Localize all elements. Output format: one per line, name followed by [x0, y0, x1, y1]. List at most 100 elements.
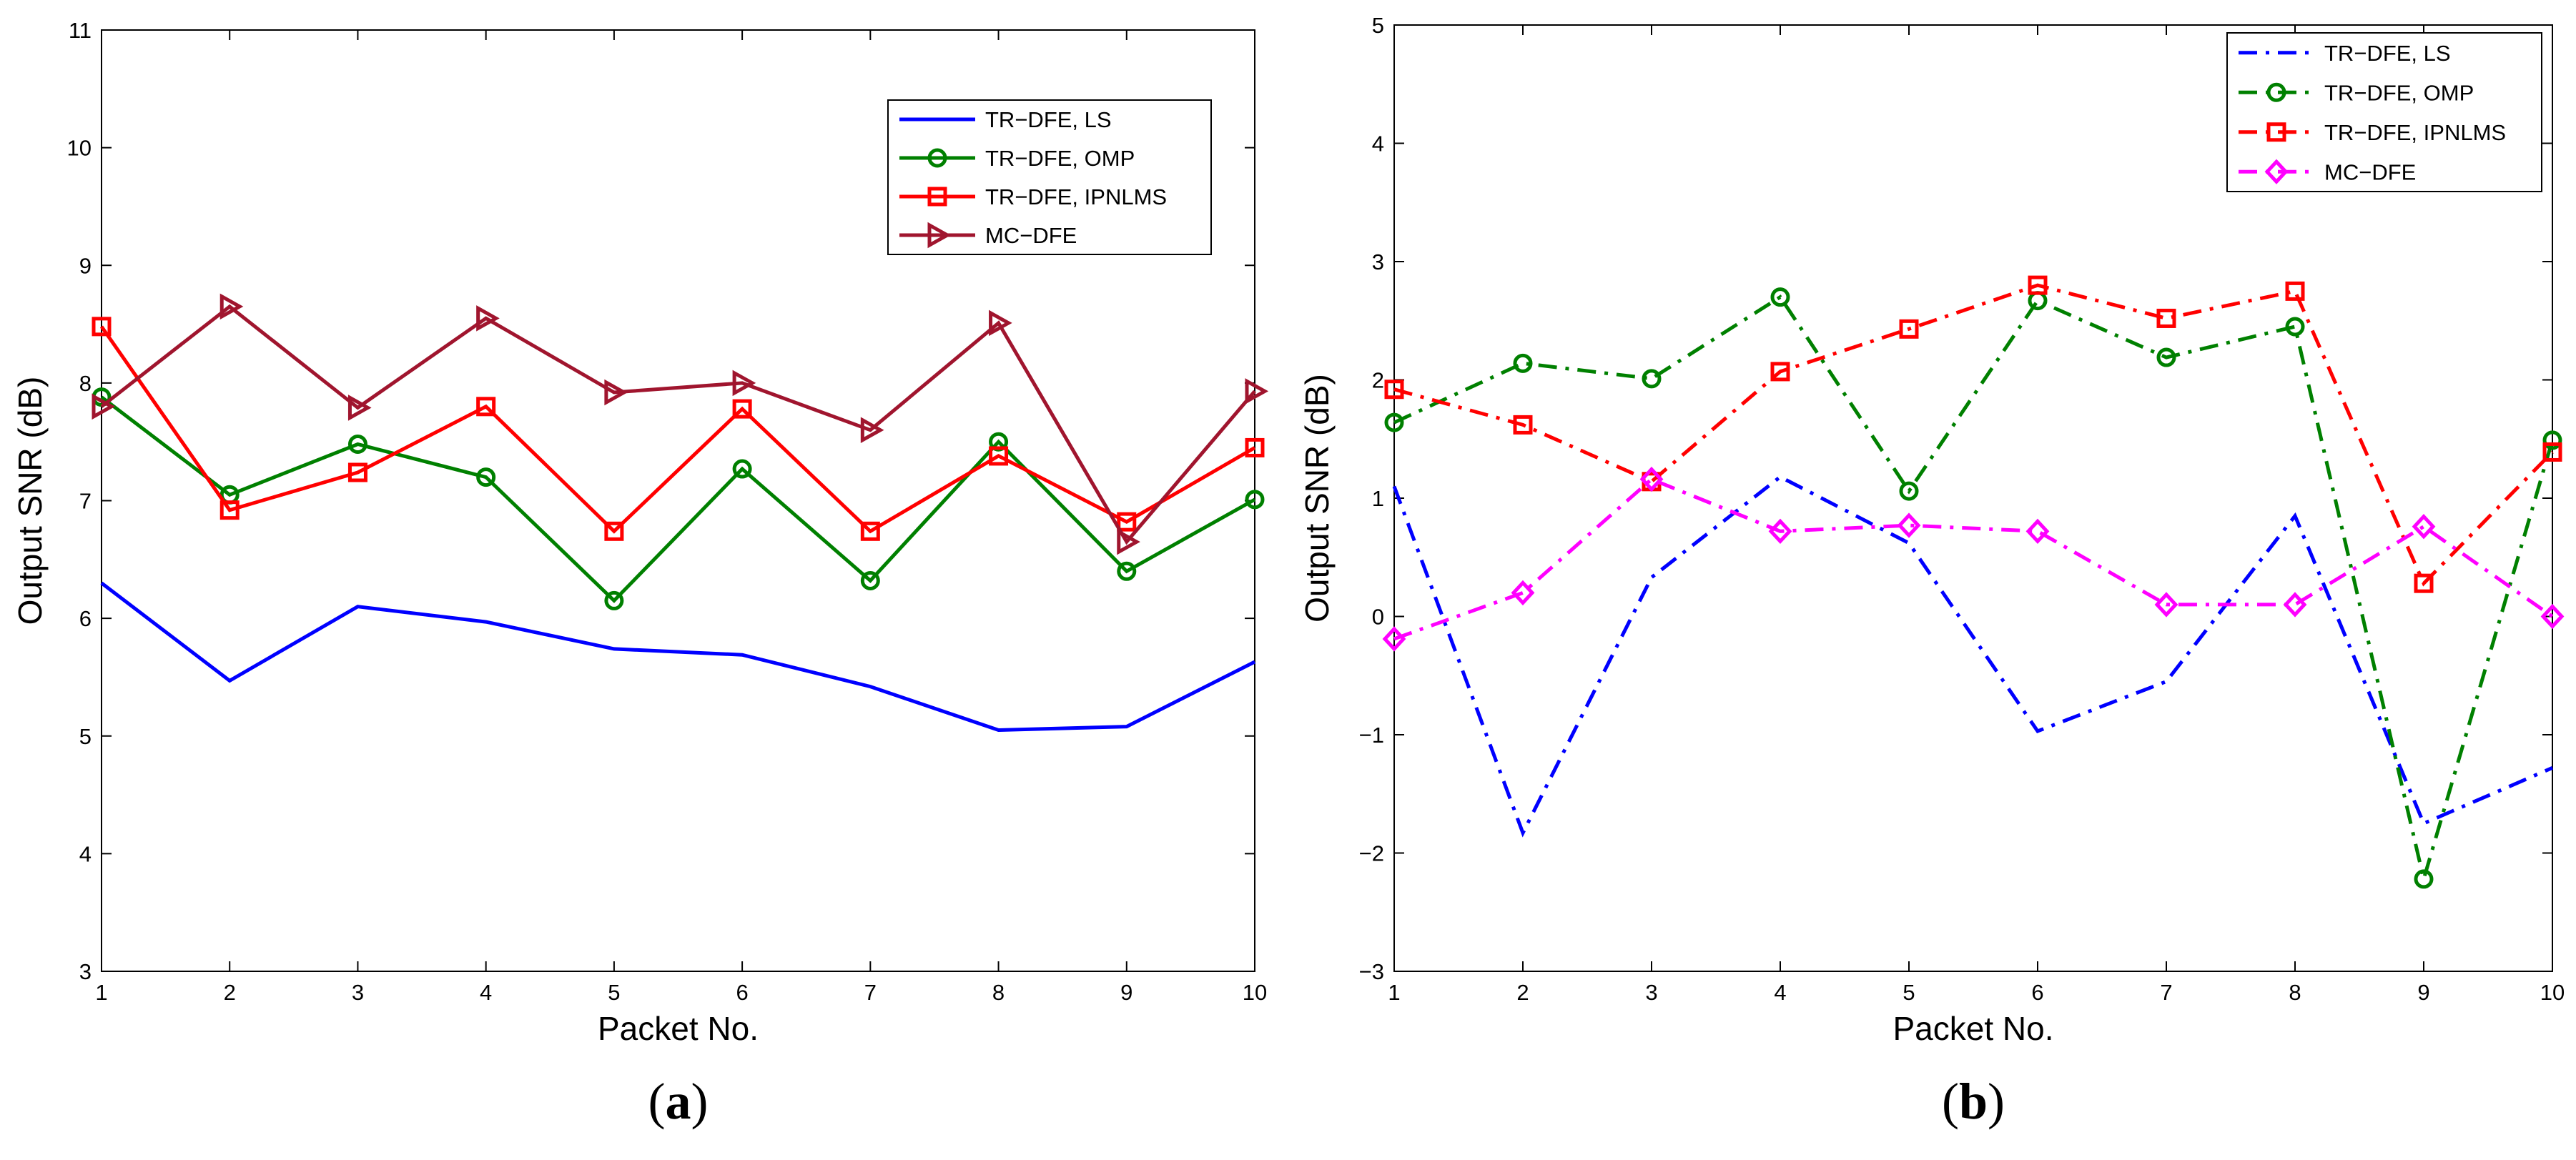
- data-point: [1770, 287, 1790, 307]
- series-0: [100, 581, 1256, 733]
- data-point: [476, 397, 496, 417]
- legend-swatch-marker: [2266, 122, 2286, 142]
- series-line: [99, 325, 1256, 534]
- y-tick-label: −3: [1359, 959, 1384, 984]
- y-tick-label: 5: [79, 724, 92, 749]
- x-axis-label: Packet No.: [1893, 1010, 2054, 1047]
- data-point: [1768, 518, 1792, 545]
- data-point: [1245, 490, 1265, 510]
- y-tick-label: 11: [69, 18, 92, 43]
- data-point: [1117, 528, 1140, 555]
- y-tick-label: 9: [79, 253, 92, 278]
- data-point: [1897, 512, 1921, 538]
- data-point: [1117, 561, 1137, 581]
- data-point: [1770, 362, 1790, 382]
- data-point: [347, 434, 367, 454]
- y-tick-label: −2: [1359, 841, 1384, 866]
- data-point: [2540, 603, 2565, 630]
- x-tick-label: 2: [1516, 980, 1529, 1005]
- data-point: [1899, 319, 1919, 339]
- legend-label: MC−DFE: [2324, 159, 2416, 184]
- data-point: [2412, 514, 2436, 540]
- data-point: [1511, 580, 1535, 606]
- series-line: [1392, 475, 2553, 838]
- legend-label: TR−DFE, OMP: [2324, 80, 2474, 105]
- y-tick-label: 2: [1372, 368, 1384, 393]
- data-point: [604, 521, 624, 541]
- data-point: [92, 393, 116, 420]
- data-point: [2542, 442, 2562, 462]
- data-point: [2285, 317, 2305, 337]
- x-tick-label: 4: [1774, 980, 1786, 1005]
- legend-swatch-marker: [927, 148, 947, 168]
- x-tick-label: 5: [608, 980, 620, 1005]
- x-tick-label: 8: [2289, 980, 2301, 1005]
- y-tick-label: 10: [67, 136, 92, 161]
- x-tick-label: 9: [2417, 980, 2429, 1005]
- legend-label: TR−DFE, LS: [2324, 41, 2451, 66]
- legend-label: TR−DFE, IPNLMS: [985, 184, 1167, 209]
- data-point: [1384, 380, 1404, 400]
- series-line: [1393, 294, 2555, 886]
- data-point: [2414, 869, 2434, 889]
- data-point: [732, 399, 752, 419]
- y-tick-label: 0: [1372, 605, 1384, 630]
- data-point: [219, 293, 244, 320]
- legend-label: TR−DFE, LS: [985, 107, 1112, 132]
- legend-swatch-marker: [927, 187, 947, 207]
- data-point: [219, 500, 240, 520]
- data-point: [2156, 308, 2176, 328]
- caption-letter: b: [1959, 1073, 1988, 1130]
- x-tick-label: 8: [992, 980, 1005, 1005]
- data-point: [1513, 353, 1533, 373]
- caption-paren: ): [1988, 1073, 2005, 1130]
- x-tick-label: 1: [95, 980, 107, 1005]
- y-tick-label: 4: [1372, 132, 1384, 157]
- y-tick-label: 1: [1372, 486, 1384, 511]
- legend-label: MC−DFE: [985, 223, 1077, 248]
- legend-swatch-marker: [2264, 159, 2289, 184]
- data-point: [2285, 281, 2305, 301]
- data-point: [604, 590, 624, 610]
- series-line: [100, 395, 1256, 603]
- x-tick-label: 7: [2160, 980, 2172, 1005]
- legend-swatch-marker: [927, 222, 952, 249]
- data-point: [860, 521, 880, 541]
- legend-box: [887, 99, 1212, 255]
- x-tick-label: 9: [1120, 980, 1132, 1005]
- series-line: [100, 581, 1256, 733]
- data-point: [2283, 592, 2307, 618]
- data-point: [860, 570, 880, 590]
- y-tick-label: 5: [1372, 13, 1384, 38]
- data-point: [347, 395, 372, 421]
- series-1: [1384, 287, 2562, 889]
- x-tick-label: 10: [1243, 980, 1267, 1005]
- data-point: [1245, 378, 1269, 405]
- data-point: [2414, 573, 2434, 593]
- x-tick-label: 2: [224, 980, 236, 1005]
- x-tick-label: 6: [2031, 980, 2043, 1005]
- data-point: [732, 459, 752, 479]
- y-tick-label: 3: [1372, 249, 1384, 274]
- caption-paren: (: [1942, 1073, 1959, 1130]
- y-tick-label: 4: [79, 841, 92, 866]
- series-2: [92, 317, 1265, 541]
- x-tick-label: 4: [480, 980, 492, 1005]
- y-tick-label: 6: [79, 606, 92, 631]
- data-point: [1384, 412, 1404, 432]
- x-axis-label: Packet No.: [598, 1010, 759, 1047]
- data-point: [2025, 518, 2050, 545]
- caption-paren: (: [648, 1073, 666, 1130]
- panel-caption: (a): [648, 1073, 709, 1130]
- legend-label: TR−DFE, OMP: [985, 146, 1135, 171]
- series-line: [1393, 477, 2554, 641]
- data-point: [2542, 430, 2562, 450]
- panel-a: 1 2 3 4 5 6 7 8 9 10 3 4 5 6 7 8 9 10 11 Packet No. Output S…: [11, 18, 1269, 1130]
- series-0: [1392, 475, 2553, 838]
- data-point: [476, 467, 496, 487]
- data-point: [1245, 437, 1265, 457]
- y-tick-label: 8: [79, 371, 92, 396]
- data-point: [1513, 415, 1533, 435]
- data-point: [476, 305, 500, 332]
- data-point: [1899, 481, 1919, 501]
